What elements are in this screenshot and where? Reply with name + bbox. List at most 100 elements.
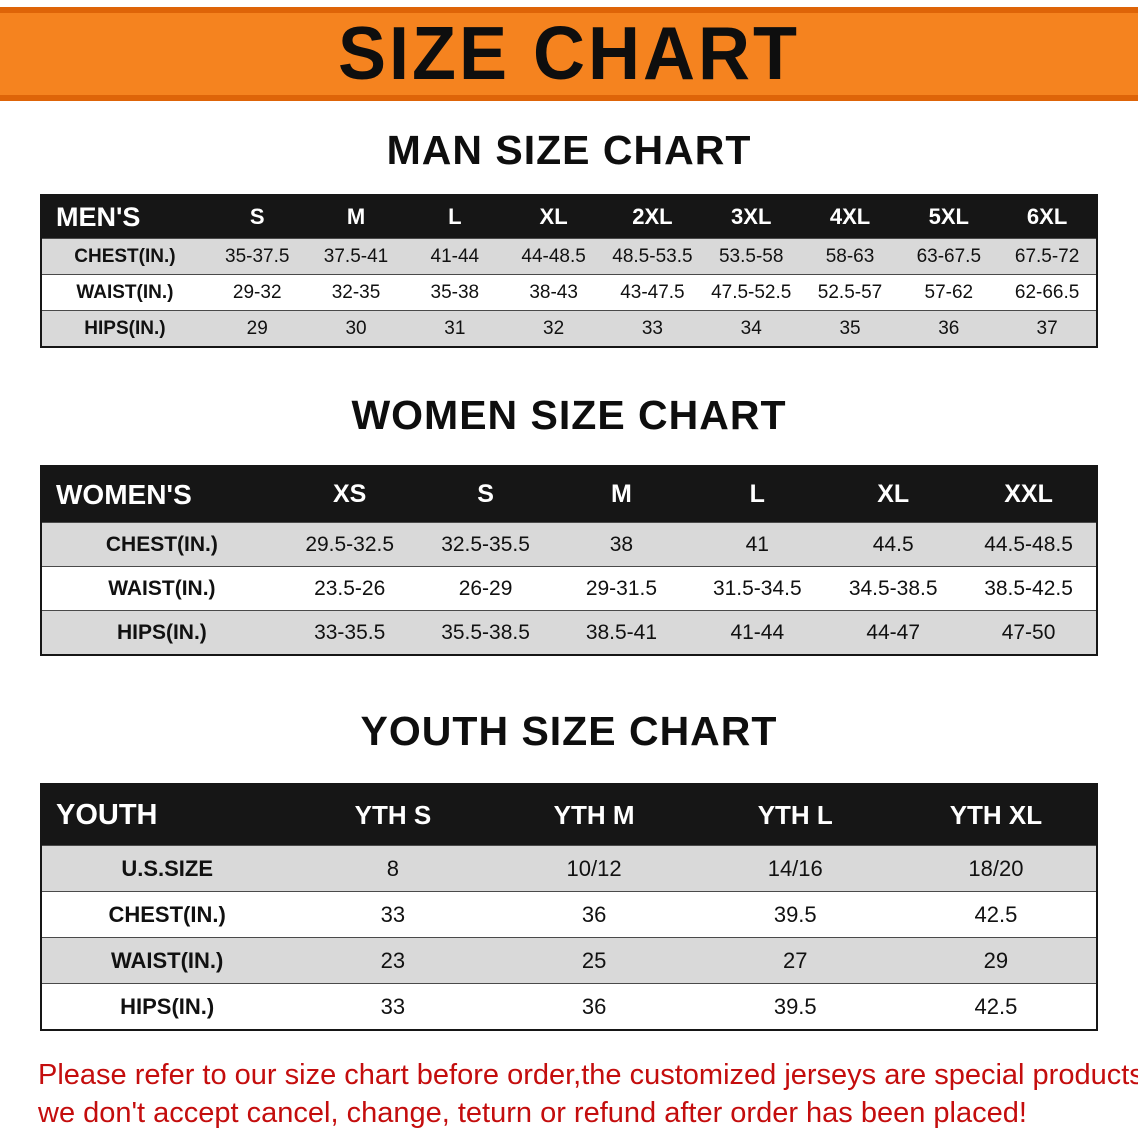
table-title-cell: YOUTH [41,784,293,846]
size-header-cell: L [405,195,505,239]
size-header-cell: YTH XL [895,784,1097,846]
value-cell: 32.5-35.5 [417,522,554,567]
size-header-cell: YTH L [694,784,896,846]
value-cell: 44-47 [825,610,962,655]
size-header-cell: YTH M [493,784,695,846]
row-label-cell: HIPS(IN.) [41,610,282,655]
value-cell: 31.5-34.5 [689,566,826,611]
value-cell: 38.5-41 [553,610,690,655]
size-header-cell: 6XL [998,195,1097,239]
value-cell: 14/16 [694,845,896,892]
disclaimer: Please refer to our size chart before or… [38,1057,1138,1132]
value-cell: 63-67.5 [899,238,999,275]
value-cell: 44-48.5 [504,238,604,275]
value-cell: 38.5-42.5 [961,566,1097,611]
value-cell: 29-31.5 [553,566,690,611]
disclaimer-line-1: Please refer to our size chart before or… [38,1059,1138,1091]
value-cell: 53.5-58 [701,238,801,275]
value-cell: 38 [553,522,690,567]
value-cell: 37 [998,310,1097,347]
size-header-cell: S [417,466,554,523]
table-row: WAIST(IN.) 23.5-26 26-29 29-31.5 31.5-34.5 34… [41,566,1097,611]
value-cell: 62-66.5 [998,274,1097,311]
table-row: WAIST(IN.) 29-32 32-35 35-38 38-43 43-47.5 47.… [41,274,1097,311]
row-label-cell: WAIST(IN.) [41,937,293,984]
size-header-cell: XXL [961,466,1097,523]
value-cell: 32-35 [306,274,406,311]
table-row: CHEST(IN.) 35-37.5 37.5-41 41-44 44-48.5 48.5… [41,238,1097,275]
value-cell: 52.5-57 [800,274,900,311]
value-cell: 18/20 [895,845,1097,892]
table-row: HIPS(IN.) 29 30 31 32 33 34 35 36 37 [41,310,1097,347]
disclaimer-line-2: we don't accept cancel, change, teturn o… [38,1096,1027,1129]
size-header-cell: 2XL [603,195,702,239]
size-header-cell: S [207,195,307,239]
value-cell: 47-50 [961,610,1097,655]
row-label-cell: CHEST(IN.) [41,522,282,567]
size-header-cell: 3XL [701,195,801,239]
value-cell: 27 [694,937,896,984]
size-header-cell: XL [825,466,962,523]
table-title-cell: WOMEN'S [41,466,282,523]
value-cell: 44.5 [825,522,962,567]
value-cell: 23.5-26 [281,566,418,611]
value-cell: 29 [207,310,307,347]
value-cell: 44.5-48.5 [961,522,1097,567]
value-cell: 37.5-41 [306,238,406,275]
row-label-cell: HIPS(IN.) [41,983,293,1030]
value-cell: 48.5-53.5 [603,238,702,275]
value-cell: 31 [405,310,505,347]
table-row: WAIST(IN.) 23 25 27 29 [41,937,1097,984]
women-section-heading: WOMEN SIZE CHART [351,392,787,438]
table-row: CHEST(IN.) 29.5-32.5 32.5-35.5 38 41 44.5 44.5… [41,522,1097,567]
value-cell: 39.5 [694,983,896,1030]
value-cell: 33 [603,310,702,347]
youth-table-header-row: YOUTH YTH S YTH M YTH L YTH XL [41,784,1097,846]
size-header-cell: L [689,466,826,523]
value-cell: 10/12 [493,845,695,892]
row-label-cell: CHEST(IN.) [41,238,208,275]
row-label-cell: WAIST(IN.) [41,566,282,611]
men-section-heading: MAN SIZE CHART [386,127,752,173]
value-cell: 35-38 [405,274,505,311]
youth-section-heading: YOUTH SIZE CHART [360,708,778,754]
table-row: U.S.SIZE 8 10/12 14/16 18/20 [41,845,1097,892]
value-cell: 35.5-38.5 [417,610,554,655]
value-cell: 29.5-32.5 [281,522,418,567]
value-cell: 33 [292,983,494,1030]
women-table-header-row: WOMEN'S XS S M L XL XXL [41,466,1097,523]
row-label-cell: U.S.SIZE [41,845,293,892]
value-cell: 29 [895,937,1097,984]
size-header-cell: M [306,195,406,239]
women-size-table: WOMEN'S XS S M L XL XXL CHEST(IN.) 29.5-32.5 32.… [40,465,1098,656]
value-cell: 36 [493,983,695,1030]
size-header-cell: XL [504,195,604,239]
value-cell: 8 [292,845,494,892]
men-size-table: MEN'S S M L XL 2XL 3XL 4XL 5XL 6XL CHEST(IN.) 35-3… [40,194,1098,348]
value-cell: 23 [292,937,494,984]
value-cell: 26-29 [417,566,554,611]
value-cell: 42.5 [895,983,1097,1030]
value-cell: 41 [689,522,826,567]
size-header-cell: 5XL [899,195,999,239]
value-cell: 35-37.5 [207,238,307,275]
row-label-cell: CHEST(IN.) [41,891,293,938]
size-header-cell: XS [281,466,418,523]
value-cell: 34 [701,310,801,347]
value-cell: 47.5-52.5 [701,274,801,311]
men-table-header-row: MEN'S S M L XL 2XL 3XL 4XL 5XL 6XL [41,195,1097,239]
value-cell: 41-44 [689,610,826,655]
value-cell: 29-32 [207,274,307,311]
table-row: HIPS(IN.) 33-35.5 35.5-38.5 38.5-41 41-44 44-… [41,610,1097,655]
value-cell: 36 [493,891,695,938]
table-title-cell: MEN'S [41,195,208,239]
value-cell: 32 [504,310,604,347]
table-row: CHEST(IN.) 33 36 39.5 42.5 [41,891,1097,938]
value-cell: 38-43 [504,274,604,311]
value-cell: 67.5-72 [998,238,1097,275]
value-cell: 36 [899,310,999,347]
size-header-cell: YTH S [292,784,494,846]
row-label-cell: WAIST(IN.) [41,274,208,311]
size-header-cell: M [553,466,690,523]
